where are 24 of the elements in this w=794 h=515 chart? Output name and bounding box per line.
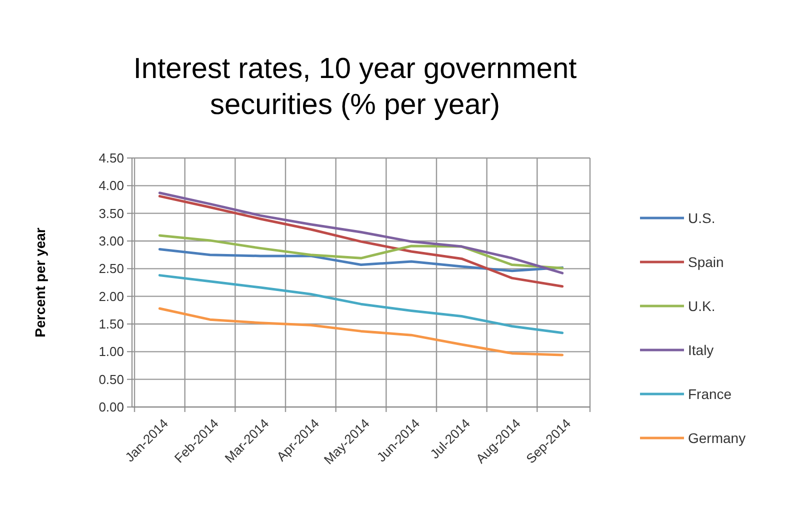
line-series	[158, 307, 564, 356]
legend-label: Italy	[688, 342, 714, 358]
legend-label: Germany	[688, 430, 746, 446]
legend-label: Spain	[688, 254, 724, 270]
y-tick-label: 4.50	[98, 150, 124, 166]
legend-label: France	[688, 386, 732, 402]
line-series	[158, 194, 564, 288]
y-axis-title: Percent per year	[32, 227, 48, 338]
line-series	[158, 274, 564, 334]
y-tick-label: 3.50	[98, 206, 124, 221]
y-tick-label: 1.50	[98, 316, 124, 332]
line-series	[158, 192, 564, 274]
line-series	[158, 248, 564, 272]
chart-title: Interest rates, 10 year government securities (% per year)	[133, 53, 577, 121]
y-tick-label: 3.00	[98, 234, 124, 249]
y-tick-label: 1.00	[98, 344, 124, 360]
y-tick-label: 4.00	[98, 178, 124, 194]
y-tick-label: 2.00	[98, 288, 124, 304]
y-tick-label: 2.50	[98, 261, 124, 276]
y-tick-label: 0.50	[98, 372, 124, 387]
line-series	[158, 234, 564, 270]
legend-label: U.K.	[688, 298, 716, 314]
legend-label: U.S.	[688, 210, 716, 226]
y-tick-label: 0.00	[98, 400, 124, 415]
